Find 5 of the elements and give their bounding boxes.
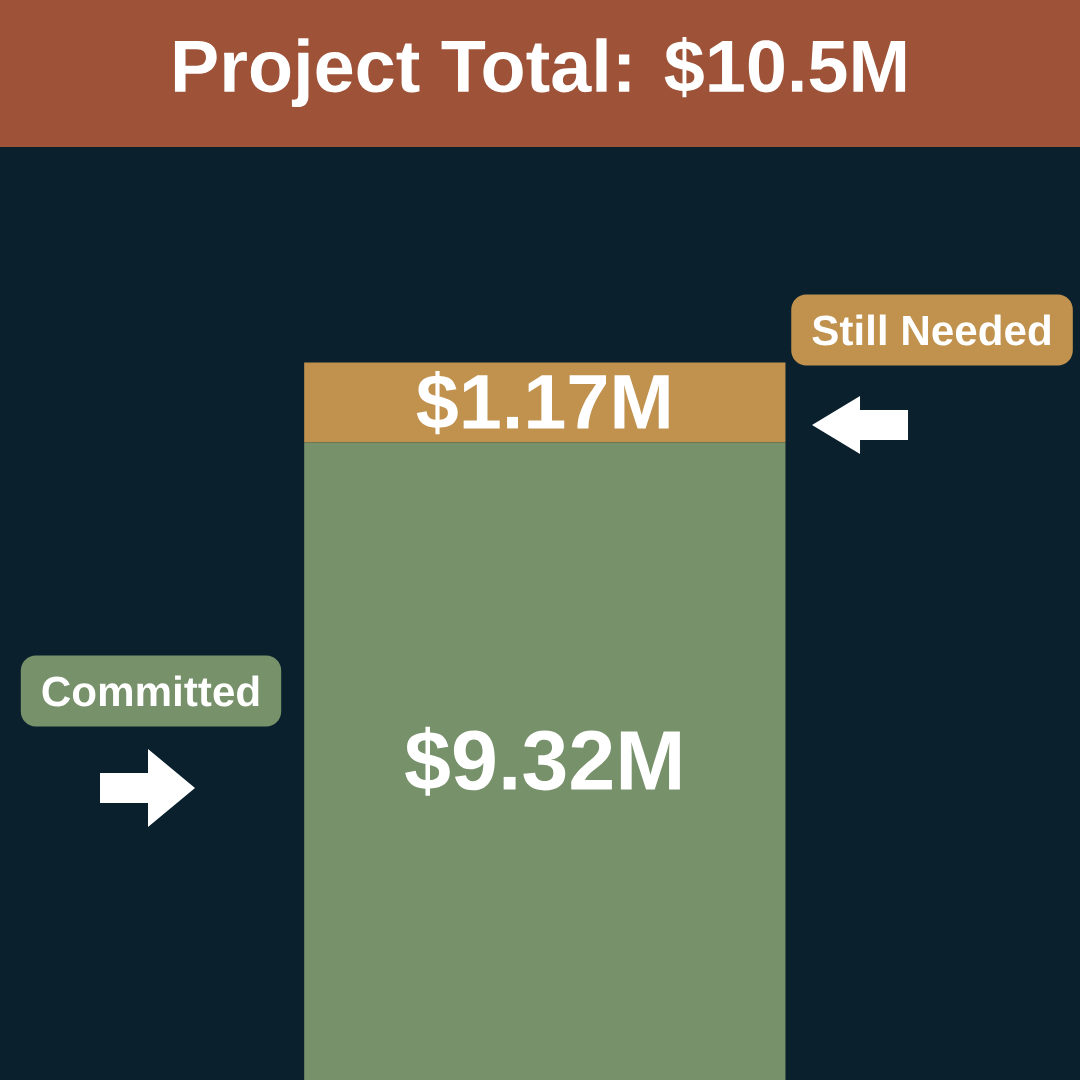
series-label: Committed — [42, 675, 259, 707]
data-label: $1.17M — [416, 371, 669, 435]
chart-title: Project Total: $10.5M — [174, 36, 906, 108]
series-label: Still Needed — [812, 314, 1050, 346]
data-label: $9.32M — [405, 726, 680, 796]
